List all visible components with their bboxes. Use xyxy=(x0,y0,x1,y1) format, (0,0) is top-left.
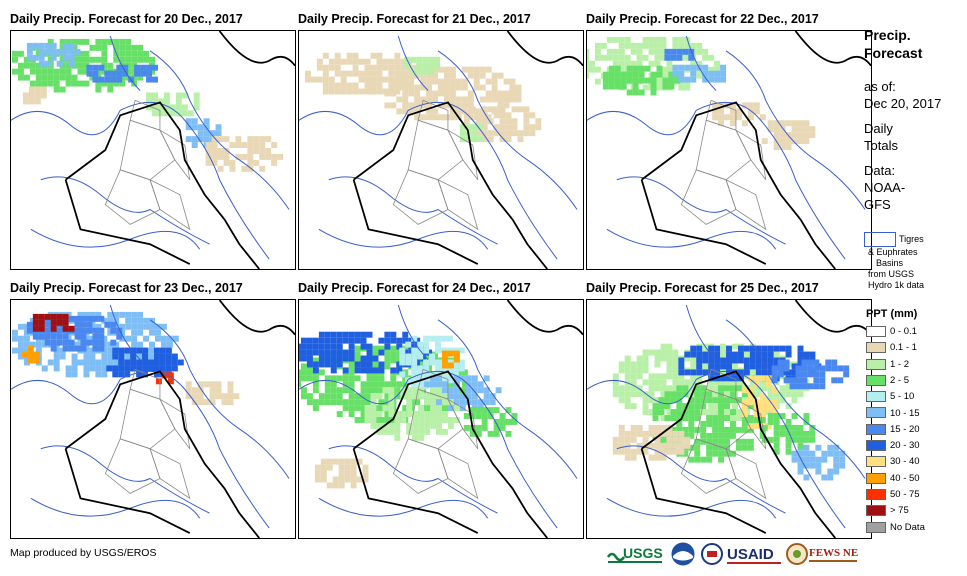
precip-map xyxy=(587,300,871,538)
logo-strip: USGS USAID FEWS NET xyxy=(606,541,866,567)
legend-label: 2 - 5 xyxy=(890,374,910,386)
basin-line-1: Tigres xyxy=(899,234,924,244)
precip-map xyxy=(11,300,295,538)
forecast-heading-1: Precip. xyxy=(864,27,911,43)
legend-swatch xyxy=(866,358,886,370)
legend-label: No Data xyxy=(890,521,925,533)
precip-map xyxy=(299,31,583,269)
legend-swatch xyxy=(866,505,886,517)
legend-label: 30 - 40 xyxy=(890,456,920,468)
panel-title: Daily Precip. Forecast for 24 Dec., 2017 xyxy=(298,281,531,295)
legend-item: 20 - 30 xyxy=(866,439,920,453)
legend-swatch xyxy=(866,440,886,452)
legend-item: 1 - 2 xyxy=(866,358,909,372)
basin-legend: Tigres & Euphrates Basins from USGS Hydr… xyxy=(864,232,964,291)
legend-swatch xyxy=(866,407,886,419)
map-frame xyxy=(298,299,584,539)
usaid-logo: USAID xyxy=(726,541,784,567)
panel-title: Daily Precip. Forecast for 25 Dec., 2017 xyxy=(586,281,819,295)
legend-item: 15 - 20 xyxy=(866,423,920,437)
legend-label: 0.1 - 1 xyxy=(890,342,917,354)
basin-line-3: Basins xyxy=(876,258,904,268)
daily-label-1: Daily xyxy=(864,121,893,136)
usgs-logo-text: USGS xyxy=(623,545,663,561)
map-frame xyxy=(10,30,296,270)
map-credit: Map produced by USGS/EROS xyxy=(10,547,157,559)
map-frame xyxy=(10,299,296,539)
legend-swatch xyxy=(866,423,886,435)
legend-label: 15 - 20 xyxy=(890,423,920,435)
legend-swatch xyxy=(866,374,886,386)
legend-label: 10 - 15 xyxy=(890,407,920,419)
legend-swatch xyxy=(866,521,886,533)
legend-swatch xyxy=(866,472,886,484)
legend-swatch xyxy=(866,391,886,403)
fewsnet-logo: FEWS NET xyxy=(786,541,866,567)
basin-line-4: from USGS xyxy=(868,269,915,279)
data-label-2: NOAA- xyxy=(864,180,906,195)
legend-label: 20 - 30 xyxy=(890,440,920,452)
data-label-1: Data: xyxy=(864,163,896,178)
legend-swatch xyxy=(866,325,886,337)
legend-label: > 75 xyxy=(890,505,909,517)
legend-item: 10 - 15 xyxy=(866,407,920,421)
usgs-logo: USGS xyxy=(606,541,664,567)
legend-item: 50 - 75 xyxy=(866,488,920,502)
data-label-3: GFS xyxy=(864,197,891,212)
precip-map xyxy=(11,31,295,269)
legend-item: 2 - 5 xyxy=(866,374,909,388)
map-frame xyxy=(586,30,872,270)
legend-swatch xyxy=(866,342,886,354)
panel-title: Daily Precip. Forecast for 20 Dec., 2017 xyxy=(10,12,243,26)
legend-item: > 75 xyxy=(866,504,909,518)
legend-item: 0.1 - 1 xyxy=(866,341,917,355)
asof-date: Dec 20, 2017 xyxy=(864,96,942,111)
daily-label-2: Totals xyxy=(864,138,898,153)
panel-title: Daily Precip. Forecast for 21 Dec., 2017 xyxy=(298,12,531,26)
usaid-logo-text: USAID xyxy=(727,546,774,563)
fewsnet-logo-text: FEWS NET xyxy=(809,547,858,559)
forecast-info: Precip. Forecast as of: Dec 20, 2017 Dai… xyxy=(864,26,964,213)
legend-label: 50 - 75 xyxy=(890,489,920,500)
map-frame xyxy=(298,30,584,270)
legend-swatch xyxy=(866,456,886,468)
legend-item: 30 - 40 xyxy=(866,455,920,469)
basin-swatch xyxy=(864,232,896,247)
legend-item: 40 - 50 xyxy=(866,472,920,486)
usaid-seal xyxy=(700,541,724,567)
basin-line-2: & Euphrates xyxy=(868,247,918,257)
panel-title: Daily Precip. Forecast for 22 Dec., 2017 xyxy=(586,12,819,26)
panel-title: Daily Precip. Forecast for 23 Dec., 2017 xyxy=(10,281,243,295)
noaa-logo xyxy=(670,541,696,567)
legend-label: 1 - 2 xyxy=(890,358,910,370)
asof-label: as of: xyxy=(864,79,896,94)
precip-map xyxy=(299,300,583,538)
legend-item: No Data xyxy=(866,521,925,535)
legend-item: 0 - 0.1 xyxy=(866,325,917,339)
map-frame xyxy=(586,299,872,539)
ppt-legend-title: PPT (mm) xyxy=(866,308,918,320)
basin-line-5: Hydro 1k data xyxy=(868,280,925,290)
legend-item: 5 - 10 xyxy=(866,390,914,404)
legend-label: 0 - 0.1 xyxy=(890,326,917,337)
legend-label: 40 - 50 xyxy=(890,472,920,484)
legend-label: 5 - 10 xyxy=(890,391,915,403)
forecast-heading-2: Forecast xyxy=(864,45,923,61)
precip-map xyxy=(587,31,871,269)
legend-swatch xyxy=(866,488,886,500)
